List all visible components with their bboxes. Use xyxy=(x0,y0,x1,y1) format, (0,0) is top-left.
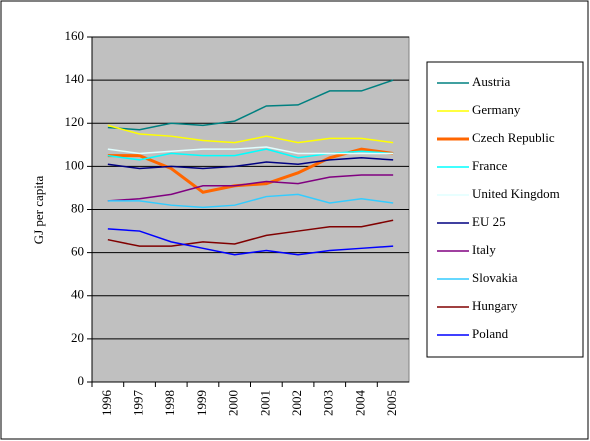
x-tick-label: 2001 xyxy=(257,390,272,416)
legend-label: Czech Republic xyxy=(472,130,555,145)
y-tick-label: 100 xyxy=(65,157,85,172)
legend-label: United Kingdom xyxy=(472,186,560,201)
series-line xyxy=(107,148,394,161)
y-tick-label: 40 xyxy=(71,287,84,302)
legend-label: EU 25 xyxy=(472,214,506,229)
legend-label: Italy xyxy=(472,242,496,257)
series-line xyxy=(107,79,394,131)
x-tick-label: 1997 xyxy=(131,390,146,417)
legend-label: Germany xyxy=(472,102,521,117)
y-tick-label: 120 xyxy=(65,114,85,129)
y-tick-label: 80 xyxy=(71,200,84,215)
x-tick-label: 2002 xyxy=(289,390,304,416)
series-line xyxy=(107,228,394,256)
legend-label: Austria xyxy=(472,74,511,89)
x-tick-label: 2003 xyxy=(321,390,336,416)
series-line xyxy=(107,174,394,202)
series-line xyxy=(107,156,394,170)
series-line xyxy=(107,146,394,155)
legend-label: France xyxy=(472,158,508,173)
series-line xyxy=(107,219,394,247)
legend-label: Hungary xyxy=(472,298,518,313)
x-tick-label: 1999 xyxy=(194,390,209,416)
y-tick-label: 0 xyxy=(78,373,85,388)
y-tick-label: 160 xyxy=(65,28,85,43)
series-line xyxy=(107,124,394,144)
series-line xyxy=(107,193,394,209)
x-tick-label: 2004 xyxy=(352,390,367,417)
y-tick-label: 140 xyxy=(65,71,85,86)
y-axis-label: GJ per capita xyxy=(31,175,46,244)
x-tick-label: 1996 xyxy=(99,390,114,417)
x-tick-label: 2005 xyxy=(384,390,399,416)
x-tick-label: 2000 xyxy=(226,390,241,416)
legend-label: Poland xyxy=(472,326,509,341)
y-tick-label: 60 xyxy=(71,244,84,259)
legend-label: Slovakia xyxy=(472,270,518,285)
x-tick-label: 1998 xyxy=(162,390,177,416)
y-tick-label: 20 xyxy=(71,330,84,345)
